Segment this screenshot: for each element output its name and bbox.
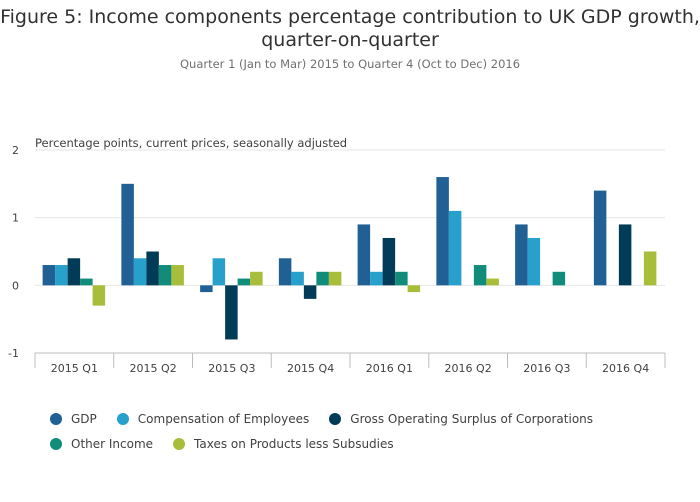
legend: GDP Compensation of Employees Gross Operat… [50,406,670,456]
y-tick-labels: -1 0 1 2 [8,144,19,360]
legend-swatch [116,412,129,425]
bar [146,251,159,286]
legend-label: Compensation of Employees [137,411,310,426]
bar [357,224,371,286]
x-tick-label: 2015 Q4 [287,362,334,375]
y-tick-label: -1 [8,347,19,360]
bar [328,271,342,286]
bar [593,190,607,286]
bar [171,265,184,286]
bar [527,237,541,286]
x-tick-label: 2016 Q2 [445,362,492,375]
bar [237,278,251,286]
bar [55,265,68,286]
bar [382,237,396,286]
legend-item: Other Income [50,437,153,451]
bar [80,278,93,286]
bar [291,271,304,286]
bar [473,265,487,286]
x-tick-label: 2015 Q2 [130,362,177,375]
x-tick-label: 2016 Q3 [523,362,570,375]
bar [67,258,81,286]
bar [316,271,329,286]
x-tick-label: 2016 Q1 [366,362,413,375]
legend-label: Taxes on Products less Subsudies [194,436,394,451]
bar [278,258,292,286]
x-axis: 2015 Q1 2015 Q2 2015 Q3 2015 Q4 2016 Q1 2016 … [34,352,666,375]
bar [618,224,632,286]
legend-swatch [173,437,186,450]
bar [303,285,317,299]
legend-swatch [50,437,62,450]
bar [92,285,106,306]
chart-title: Figure 5: Income components percentage c… [0,6,700,51]
bar [370,271,383,286]
legend-item: Taxes on Products less Subsudies [173,437,394,451]
legend-item: Compensation of Employees [116,411,310,426]
bar [158,265,172,286]
legend-item: Gross Operating Surplus of Corporations [329,412,593,426]
bar [212,258,226,286]
legend-row: GDP Compensation of Employees Gross Operat… [50,406,670,431]
x-tick-label: 2016 Q4 [602,362,649,375]
bar [121,183,134,286]
bar [407,285,421,293]
bar [436,177,449,286]
gridlines [35,149,665,286]
chart-subtitle: Quarter 1 (Jan to Mar) 2015 to Quarter 4… [179,57,521,71]
y-tick-label: 0 [12,279,19,292]
bar [225,285,238,340]
bar [250,271,263,286]
legend-swatch [329,412,342,425]
x-tick-label: 2015 Q3 [208,362,255,375]
bar [42,265,56,286]
bar [200,285,213,293]
x-tick-label: 2015 Q1 [51,362,98,375]
legend-label: GDP [71,411,97,426]
y-tick-label: 1 [12,212,19,225]
legend-label: Other Income [71,436,154,451]
legend-item: GDP [50,412,97,426]
bar [552,271,566,286]
bar [448,210,462,286]
bar [133,258,147,286]
bar [486,278,499,286]
legend-row: Other Income Taxes on Products less Subsu… [50,431,670,456]
y-tick-label: 2 [12,144,19,157]
bar [395,271,408,286]
bar [515,224,528,286]
bar [643,251,657,286]
legend-label: Gross Operating Surplus of Corporations [350,411,594,426]
y-axis-label: Percentage points, current prices, seaso… [35,136,347,150]
legend-swatch [50,412,62,425]
bars [42,177,657,340]
